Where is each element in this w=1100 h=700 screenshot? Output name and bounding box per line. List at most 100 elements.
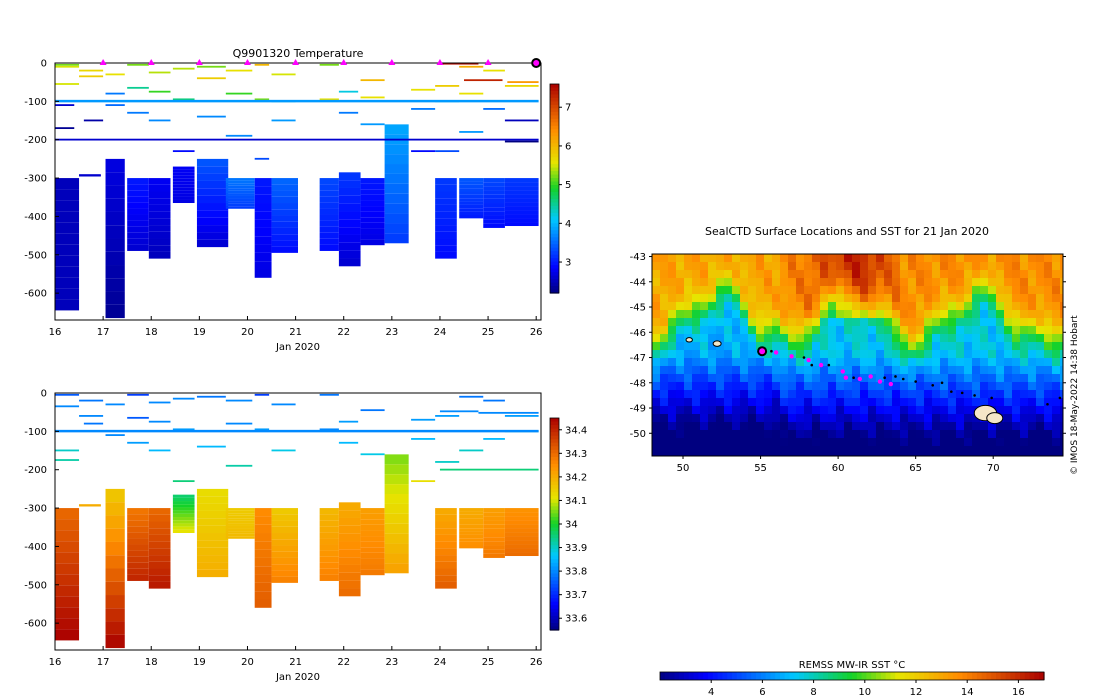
sst-cell xyxy=(700,366,709,375)
profile-cell xyxy=(360,228,385,235)
colorbar-cell xyxy=(550,115,559,120)
sst-cell xyxy=(988,310,997,319)
sst-cell xyxy=(692,374,701,383)
profile-cell xyxy=(319,178,339,185)
colorbar-cell xyxy=(837,672,843,680)
sst-cell xyxy=(868,366,877,375)
sst-cell xyxy=(1012,454,1021,456)
profile-cell xyxy=(459,201,484,205)
colorbar-cell xyxy=(550,240,559,245)
colorbar-cell xyxy=(698,672,704,680)
upper-layer-segment xyxy=(254,428,270,431)
upper-layer-segment xyxy=(83,119,104,122)
sst-cell xyxy=(884,422,893,431)
sst-cell xyxy=(676,374,685,383)
sst-cell xyxy=(940,358,949,367)
sst-cell xyxy=(772,446,781,455)
colorbar-cell xyxy=(550,446,559,451)
colorbar-cell xyxy=(914,672,920,680)
sst-cell xyxy=(924,422,933,431)
sst-cell xyxy=(652,270,661,279)
sst-cell xyxy=(1052,326,1061,335)
colorbar-tick-label: 34.4 xyxy=(565,425,587,436)
profile-cell xyxy=(55,222,80,234)
profile-cell xyxy=(172,172,195,176)
profile-cell xyxy=(319,562,339,569)
colorbar-cell xyxy=(986,672,992,680)
sst-cell xyxy=(716,358,725,367)
colorbar-cell xyxy=(550,279,559,284)
colorbar-cell xyxy=(550,84,559,89)
profile-cell xyxy=(127,562,149,569)
profile-cell xyxy=(127,244,149,251)
colorbar-cell xyxy=(732,672,738,680)
island xyxy=(685,337,693,343)
sst-cell xyxy=(940,390,949,399)
profile-cell xyxy=(338,203,361,212)
sst-cell xyxy=(828,262,837,271)
sst-cell xyxy=(876,438,885,447)
sst-cell xyxy=(964,406,973,415)
sst-cell xyxy=(748,342,757,351)
profile-cell xyxy=(105,621,125,635)
sst-cell xyxy=(836,302,845,311)
profile-cell xyxy=(254,211,272,220)
upper-layer-segment xyxy=(55,449,80,452)
profile-cell xyxy=(254,227,272,237)
sst-cell xyxy=(684,438,693,447)
sst-cell xyxy=(964,342,973,351)
upper-layer-segment xyxy=(225,399,253,402)
sst-cell xyxy=(740,438,749,447)
track-point-black xyxy=(770,349,773,353)
sst-cell xyxy=(1020,342,1029,351)
sst-cell xyxy=(996,326,1005,335)
sst-cell xyxy=(1020,438,1029,447)
sst-cell xyxy=(892,454,901,456)
sst-cell xyxy=(764,286,773,295)
sst-cell xyxy=(820,366,829,375)
upper-layer-segment xyxy=(196,115,226,118)
sst-cell xyxy=(804,318,813,327)
colorbar-cell xyxy=(550,129,559,134)
profile-cell xyxy=(483,508,505,513)
profile-cell xyxy=(271,539,298,546)
colorbar-cell xyxy=(550,534,559,539)
sst-cell xyxy=(972,302,981,311)
profile-cell xyxy=(483,516,505,521)
sst-cell xyxy=(764,398,773,407)
sst-cell xyxy=(1028,398,1037,407)
colorbar-cell xyxy=(909,672,915,680)
y-tick-label: -200 xyxy=(24,465,47,476)
sst-cell xyxy=(836,438,845,447)
colorbar-cell xyxy=(550,520,559,525)
profile-cell xyxy=(435,561,457,569)
sst-cell xyxy=(900,286,909,295)
sst-cell xyxy=(980,302,989,311)
sst-cell xyxy=(948,302,957,311)
sst-cell xyxy=(1012,270,1021,279)
profile-cell xyxy=(384,454,409,465)
sst-cell xyxy=(900,406,909,415)
profile-cell xyxy=(148,561,171,569)
sst-cell xyxy=(660,334,669,343)
sst-cell xyxy=(660,454,669,456)
sst-cell xyxy=(972,278,981,287)
sst-cell xyxy=(764,454,773,456)
profile-cell xyxy=(504,214,539,219)
sst-cell xyxy=(724,454,733,456)
sst-cell xyxy=(1012,438,1021,447)
colorbar-cell xyxy=(550,449,559,454)
profile-cell xyxy=(196,195,229,204)
sst-cell xyxy=(972,342,981,351)
sst-cell xyxy=(1004,414,1013,423)
sst-cell xyxy=(764,278,773,287)
upper-layer-segment xyxy=(504,415,539,417)
sst-cell xyxy=(716,350,725,359)
profile-cell xyxy=(384,213,409,224)
profile-cell xyxy=(271,564,298,571)
colorbar-cell xyxy=(550,566,559,571)
sst-cell xyxy=(676,390,685,399)
profile-cell xyxy=(435,555,457,562)
profile-cell xyxy=(459,208,484,212)
y-tick-label: -50 xyxy=(630,429,646,440)
